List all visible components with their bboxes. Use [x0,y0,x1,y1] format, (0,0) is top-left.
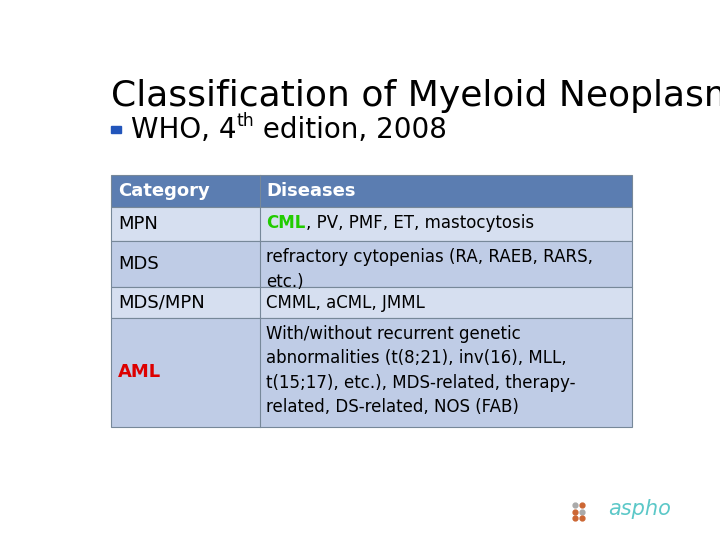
Text: th: th [236,112,254,130]
Text: refractory cytopenias (RA, RAEB, RARS,
etc.): refractory cytopenias (RA, RAEB, RARS, e… [266,248,593,291]
Text: AML: AML [118,363,161,381]
Bar [111,207,632,241]
Bar [111,175,632,207]
Text: , PV, PMF, ET, mastocytosis: , PV, PMF, ET, mastocytosis [306,214,534,232]
Text: Diseases: Diseases [266,182,356,200]
Text: With/without recurrent genetic
abnormalities (t(8;21), inv(16), MLL,
t(15;17), e: With/without recurrent genetic abnormali… [266,325,576,416]
Bar [111,241,632,287]
Text: MPN: MPN [118,215,158,233]
Text: Classification of Myeloid Neoplasms: Classification of Myeloid Neoplasms [111,79,720,113]
Text: WHO, 4: WHO, 4 [131,116,236,144]
Text: CML: CML [266,214,306,232]
Bar [111,318,632,427]
Bar [111,287,632,318]
Text: MDS: MDS [118,255,158,273]
Bar [111,126,121,133]
Text: CMML, aCML, JMML: CMML, aCML, JMML [266,294,426,312]
Text: edition, 2008: edition, 2008 [254,116,447,144]
Text: MDS/MPN: MDS/MPN [118,293,204,311]
Text: Category: Category [118,182,210,200]
Text: aspho: aspho [608,500,671,519]
